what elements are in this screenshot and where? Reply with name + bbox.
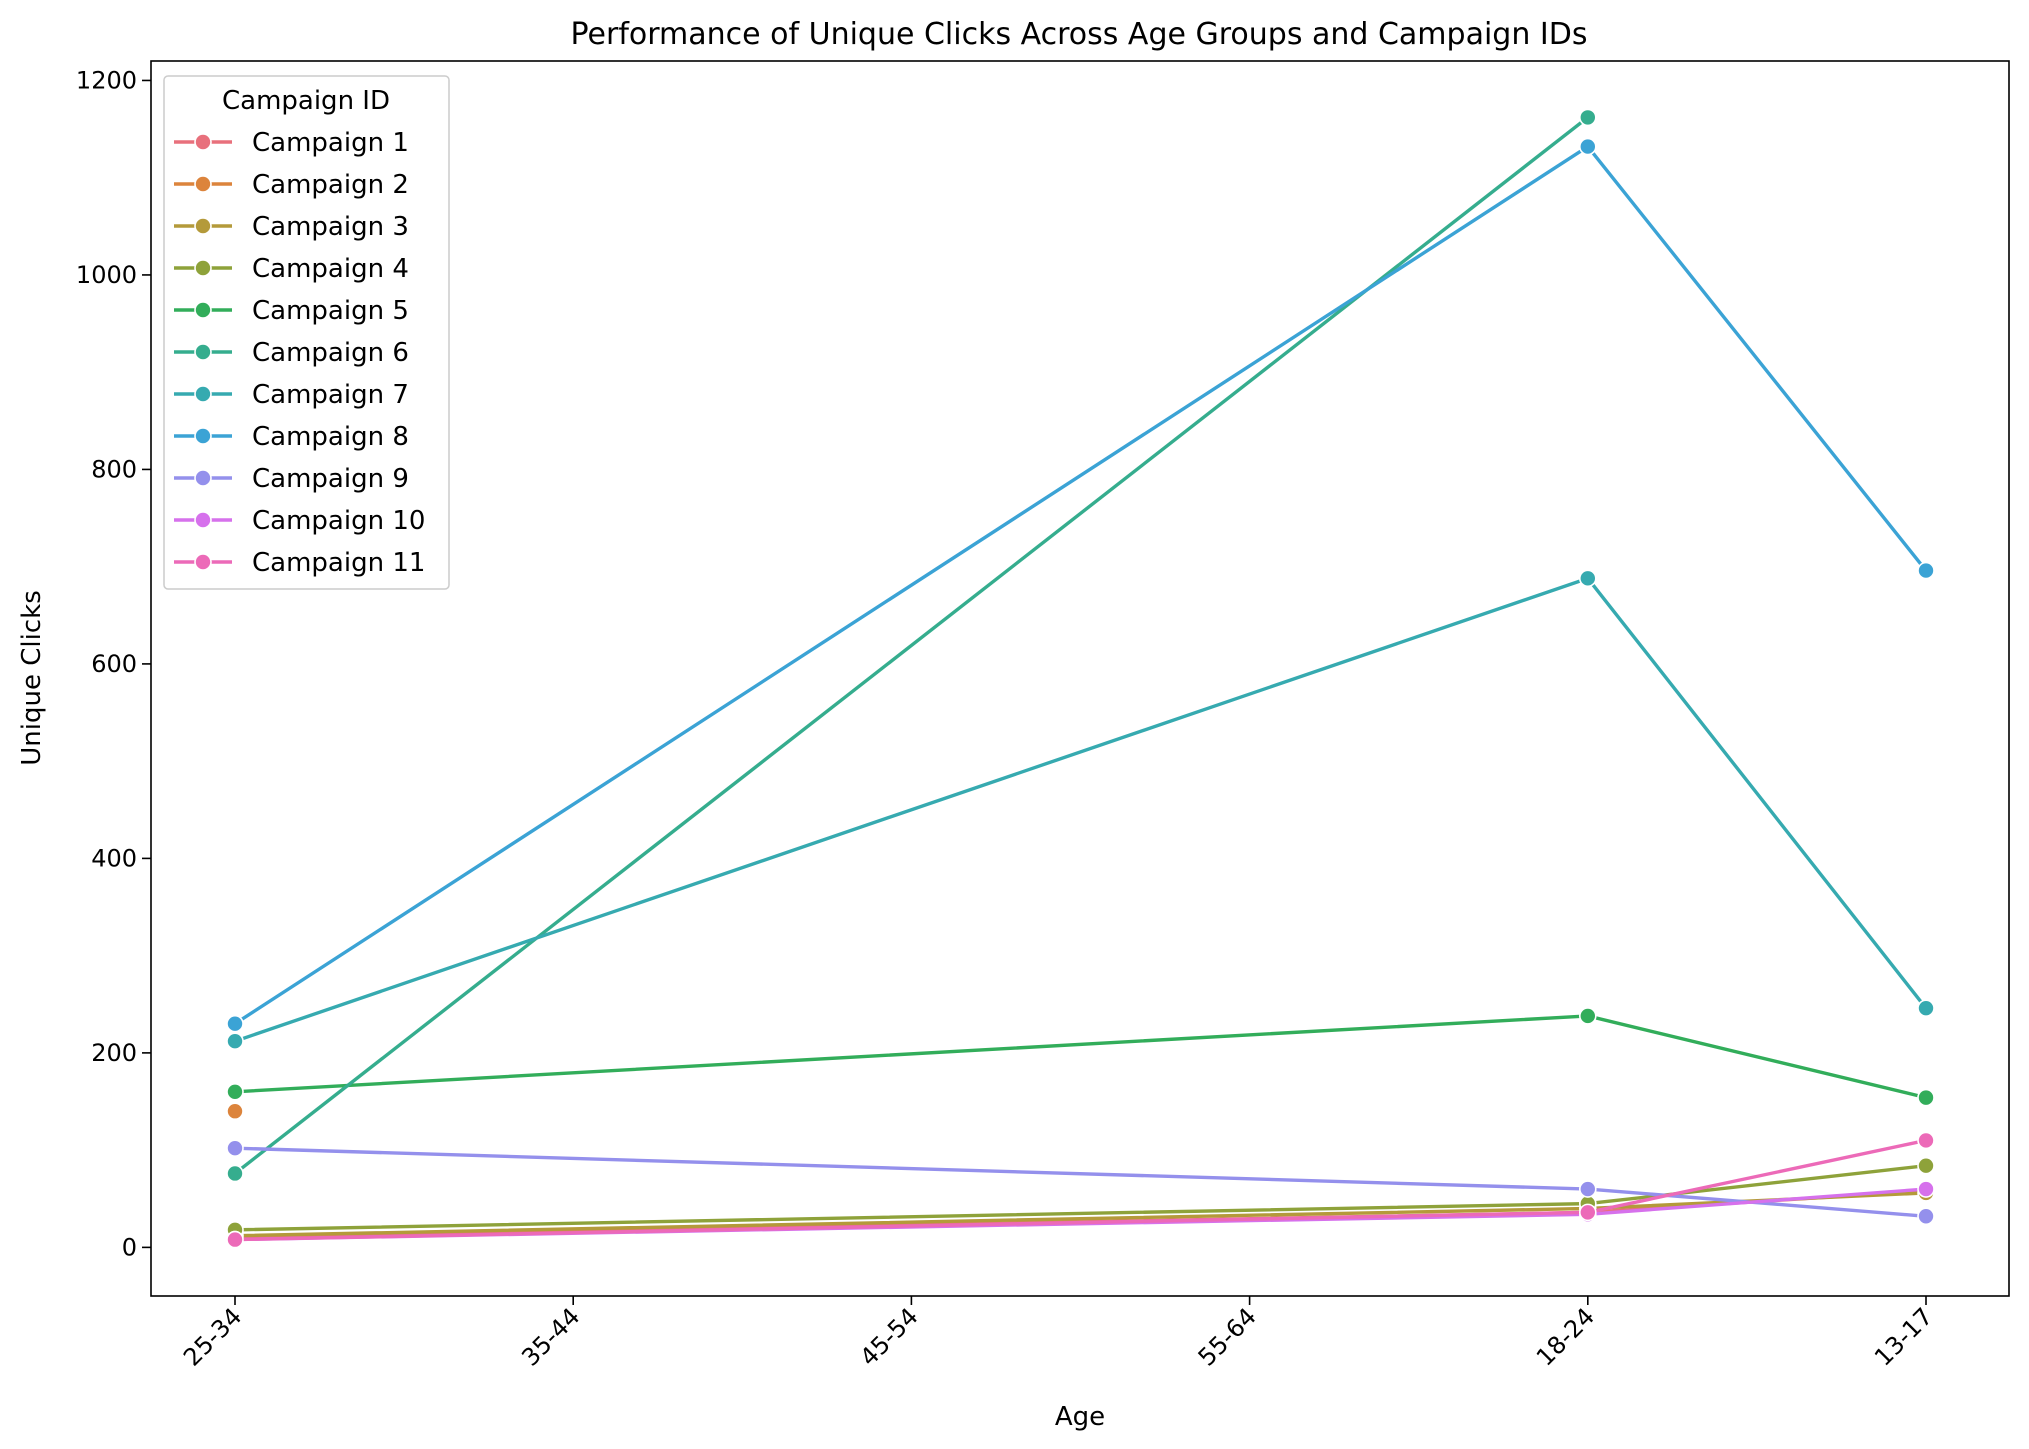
data-point-campaign-6 (1579, 108, 1597, 127)
data-point-campaign-11 (1579, 1203, 1597, 1222)
legend-swatch-marker (194, 427, 212, 445)
y-tick-label: 600 (91, 650, 137, 678)
legend-swatch-marker (194, 301, 212, 319)
legend-entry-label: Campaign 5 (252, 296, 409, 326)
y-tick-label: 0 (122, 1233, 137, 1261)
y-tick-label: 400 (91, 844, 137, 872)
legend-entry-label: Campaign 3 (252, 212, 409, 242)
data-point-campaign-11 (226, 1230, 244, 1249)
y-axis-label: Unique Clicks (17, 590, 47, 765)
data-point-campaign-9 (226, 1139, 244, 1157)
legend-entry-label: Campaign 2 (252, 170, 409, 200)
legend-entry-label: Campaign 10 (252, 506, 425, 536)
data-point-campaign-5 (1579, 1007, 1597, 1025)
chart-title: Performance of Unique Clicks Across Age … (571, 17, 1588, 52)
data-point-campaign-7 (226, 1032, 244, 1051)
legend-entry-label: Campaign 1 (252, 128, 409, 158)
x-axis-label: Age (1055, 1402, 1105, 1432)
data-point-campaign-9 (1917, 1207, 1935, 1226)
data-point-campaign-9 (1579, 1180, 1597, 1198)
legend-swatch-marker (194, 511, 212, 529)
data-point-campaign-8 (1917, 561, 1935, 580)
legend-swatch-marker (194, 259, 212, 277)
legend-entry-label: Campaign 8 (252, 422, 409, 452)
legend-swatch-marker (194, 133, 212, 151)
legend-swatch-marker (194, 217, 212, 235)
legend-swatch-marker (194, 385, 212, 403)
legend: Campaign ID Campaign 1 Campaign 2 Campaign… (163, 75, 450, 590)
y-tick-label: 200 (91, 1039, 137, 1067)
data-point-campaign-5 (1917, 1088, 1935, 1107)
data-point-campaign-7 (1917, 999, 1935, 1017)
y-tick-label: 1200 (76, 66, 137, 94)
legend-entry-label: Campaign 6 (252, 338, 409, 368)
y-tick-label: 1000 (76, 261, 137, 289)
legend-title: Campaign ID (222, 86, 390, 116)
data-point-campaign-8 (226, 1014, 244, 1033)
data-point-campaign-5 (226, 1082, 244, 1101)
legend-swatch-marker (194, 469, 212, 487)
legend-entry-label: Campaign 9 (252, 464, 409, 494)
data-point-campaign-7 (1579, 569, 1597, 588)
legend-swatch-marker (194, 553, 212, 571)
legend-box (163, 75, 450, 590)
legend-entry-label: Campaign 7 (252, 380, 409, 410)
legend-swatch-marker (194, 343, 212, 361)
data-point-campaign-4 (1917, 1156, 1935, 1175)
legend-entry-label: Campaign 4 (252, 254, 409, 284)
y-tick-label: 800 (91, 455, 137, 483)
data-point-campaign-8 (1579, 137, 1597, 156)
plot-area (226, 108, 1935, 1249)
legend-swatch-marker (194, 175, 212, 193)
data-point-campaign-2 (226, 1102, 244, 1121)
data-point-campaign-6 (226, 1164, 244, 1183)
plot-frame (150, 60, 2010, 1297)
data-point-campaign-11 (1917, 1131, 1935, 1150)
data-point-campaign-10 (1917, 1180, 1935, 1198)
legend-entry-label: Campaign 11 (252, 548, 425, 578)
